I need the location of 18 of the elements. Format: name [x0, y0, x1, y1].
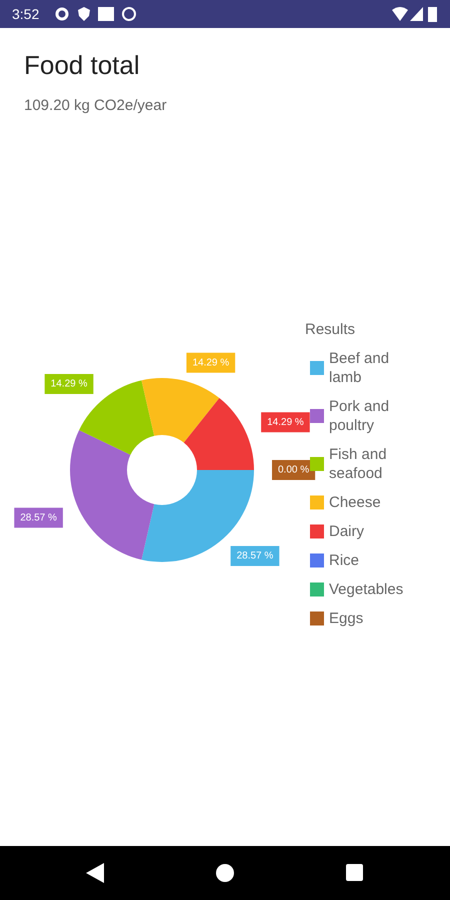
legend-label: Beef and lamb	[329, 350, 394, 386]
legend-label: Vegetables	[329, 581, 404, 598]
data-label: 28.57 %	[20, 512, 58, 524]
legend-label: Fish and seafood	[329, 446, 391, 482]
legend-label: Pork and poultry	[329, 398, 394, 434]
legend-title: Results	[305, 321, 356, 338]
data-label: 14.29 %	[50, 378, 88, 390]
legend-label: Cheese	[329, 494, 381, 511]
data-label: 28.57 %	[236, 550, 274, 562]
data-label: 14.29 %	[192, 357, 230, 368]
legend-label: Rice	[329, 552, 360, 569]
legend-label: Eggs	[329, 610, 364, 627]
data-label: 14.29 %	[267, 416, 304, 428]
text: 3:52	[12, 6, 40, 22]
text: 0.00 %	[278, 464, 310, 476]
legend-label: Dairy	[329, 523, 364, 540]
chart-title: Food total	[24, 50, 140, 81]
chart-subtitle: 109.20 kg CO2e/year	[24, 97, 167, 114]
